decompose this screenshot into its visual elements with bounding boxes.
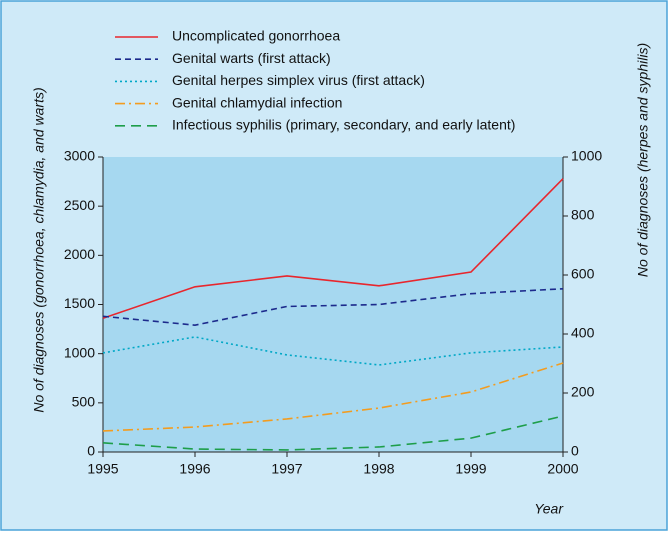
y2-tick-label: 400 <box>571 325 595 341</box>
y2-tick-label: 800 <box>571 207 595 223</box>
x-tick-label: 1999 <box>455 461 486 477</box>
y2-tick-label: 200 <box>571 384 595 400</box>
y2-tick-label: 0 <box>571 443 579 459</box>
y2-tick-label: 600 <box>571 266 595 282</box>
y2-tick-label: 1000 <box>571 148 602 164</box>
y-tick-label: 3000 <box>64 148 95 164</box>
x-tick-label: 1996 <box>179 461 210 477</box>
legend-label: Genital warts (first attack) <box>172 50 331 66</box>
series-line <box>102 287 564 326</box>
y-tick-label: 2000 <box>64 246 95 262</box>
legend-label: Genital herpes simplex virus (first atta… <box>172 72 425 88</box>
series-line <box>102 415 564 451</box>
legend-label: Genital chlamydial infection <box>172 94 342 110</box>
y-tick-label: 0 <box>87 443 95 459</box>
legend-label: Uncomplicated gonorrhoea <box>172 28 340 44</box>
y-tick-label: 1000 <box>64 344 95 360</box>
y-tick-label: 2500 <box>64 197 95 213</box>
series-line <box>102 362 564 432</box>
y2-axis-label: No of diagnoses (herpes and syphilis) <box>635 43 651 277</box>
x-tick-label: 1998 <box>363 461 394 477</box>
y-tick-label: 1500 <box>64 295 95 311</box>
x-axis-label: Year <box>534 501 564 517</box>
legend-label: Infectious syphilis (primary, secondary,… <box>172 117 515 133</box>
x-tick-label: 1997 <box>271 461 302 477</box>
y-tick-label: 500 <box>72 394 96 410</box>
y-axis-label: No of diagnoses (gonorrhoea, chlamydia, … <box>31 87 47 412</box>
series-line <box>102 178 564 320</box>
x-tick-label: 1995 <box>87 461 118 477</box>
plot-area <box>103 157 563 452</box>
x-tick-label: 2000 <box>547 461 578 477</box>
